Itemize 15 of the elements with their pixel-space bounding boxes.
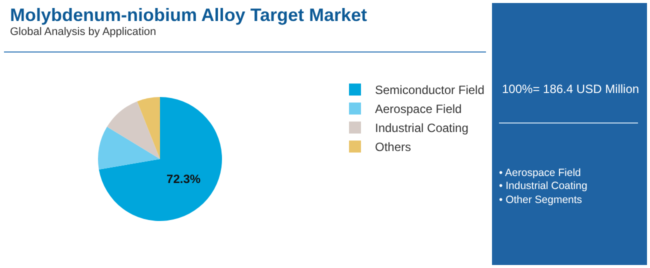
pie-slice bbox=[98, 126, 160, 170]
text: 100%= 186.4 USD Million bbox=[502, 82, 640, 96]
pie-slice bbox=[107, 101, 160, 159]
pie-slice bbox=[137, 97, 160, 159]
data-label: 72.3% bbox=[166, 172, 201, 186]
text: • Industrial Coating bbox=[499, 180, 588, 192]
text: • Other Segments bbox=[499, 194, 582, 206]
text: • Aerospace Field bbox=[499, 167, 582, 179]
chart-title: Molybdenum-niobium Alloy Target Market bbox=[10, 5, 368, 25]
legend-label: Industrial Coating bbox=[375, 121, 468, 136]
chart-subtitle: Global Analysis by Application bbox=[10, 26, 156, 38]
legend-label: Others bbox=[375, 140, 412, 154]
pie-slice bbox=[98, 97, 222, 221]
legend-label: Semiconductor Field bbox=[375, 83, 484, 98]
legend-label: Aerospace Field bbox=[375, 102, 462, 116]
